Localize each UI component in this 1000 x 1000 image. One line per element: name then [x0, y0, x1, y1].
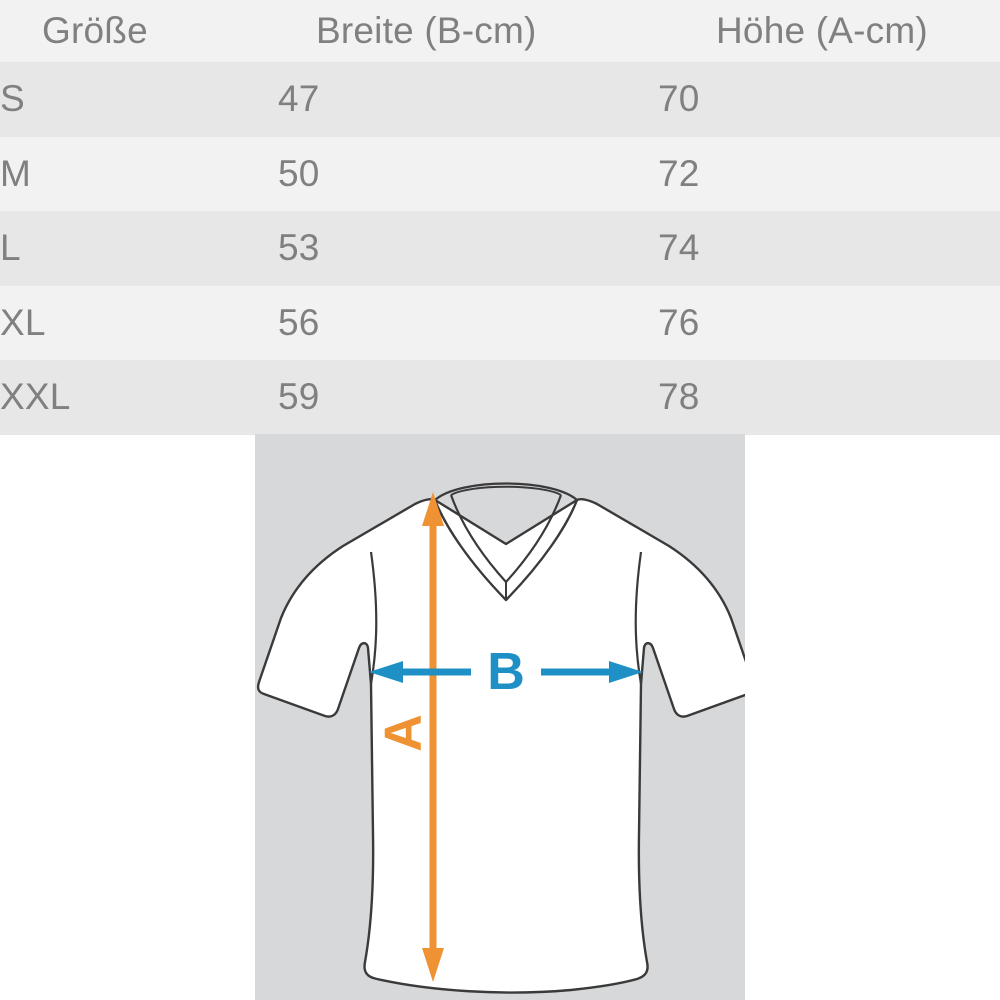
cell-size: XXL — [0, 376, 71, 418]
table-row: XL 56 76 — [0, 285, 1000, 360]
cell-size: M — [0, 152, 32, 194]
table-row: M 50 72 — [0, 136, 1000, 211]
column-header-width: Breite (B-cm) — [316, 10, 537, 51]
column-header-size: Größe — [42, 10, 148, 51]
table-body: S 47 70 M 50 72 L 53 74 XL 56 76 XXL 59 — [0, 62, 1000, 435]
cell-width: 56 — [278, 301, 320, 343]
cell-size: XL — [0, 301, 46, 343]
cell-height: 76 — [658, 301, 700, 343]
table-row: XXL 59 78 — [0, 360, 1000, 435]
size-table: Größe Breite (B-cm) Höhe (A-cm) S 47 70 … — [0, 0, 1000, 435]
cell-size: S — [0, 78, 25, 120]
table-header: Größe Breite (B-cm) Höhe (A-cm) — [0, 0, 1000, 62]
height-arrow-head-top — [422, 492, 444, 526]
cell-height: 72 — [658, 152, 700, 194]
cell-width: 53 — [278, 227, 320, 269]
cell-width: 59 — [278, 376, 320, 418]
tshirt-diagram: A B — [256, 482, 745, 994]
table-row: L 53 74 — [0, 211, 1000, 286]
table-header-row: Größe Breite (B-cm) Höhe (A-cm) — [0, 0, 1000, 62]
garment-illustration-panel: A B — [255, 434, 745, 1000]
height-arrow-head-bottom — [422, 948, 444, 982]
width-measure-arrow: B — [369, 643, 643, 701]
back-collar-inner — [450, 485, 562, 496]
cell-size: L — [0, 227, 21, 269]
tshirt-body-path — [256, 498, 745, 994]
cell-width: 47 — [278, 78, 320, 120]
cell-height: 78 — [658, 376, 700, 418]
cell-width: 50 — [278, 152, 320, 194]
height-measure-label: A — [375, 714, 433, 752]
table-row: S 47 70 — [0, 62, 1000, 137]
column-header-height: Höhe (A-cm) — [716, 10, 928, 51]
tshirt-outline-icon — [256, 482, 745, 994]
width-arrow-head-right — [609, 661, 643, 683]
height-measure-arrow: A — [375, 492, 444, 982]
cell-height: 70 — [658, 78, 700, 120]
width-measure-label: B — [487, 643, 525, 701]
width-arrow-head-left — [369, 661, 403, 683]
back-collar-curve — [434, 482, 578, 501]
cell-height: 74 — [658, 227, 700, 269]
